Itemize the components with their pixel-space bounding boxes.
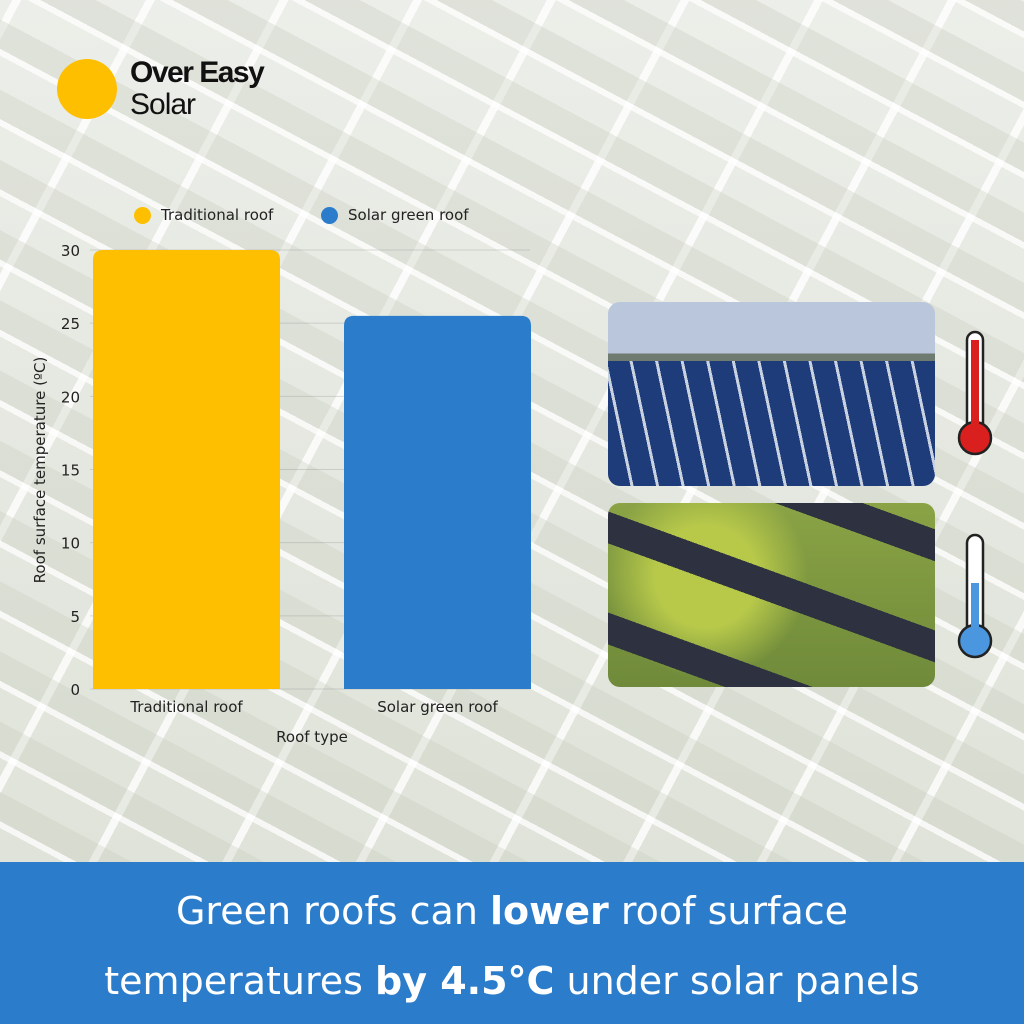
thermometer-cool-icon	[957, 533, 993, 659]
x-tick-label: Traditional roof	[129, 698, 243, 716]
y-tick-label: 5	[70, 608, 80, 626]
bar-traditional-roof	[93, 250, 280, 689]
logo-line1: Over Easy	[130, 56, 265, 89]
photo-solar-traditional-roof	[608, 302, 935, 486]
legend-label: Traditional roof	[161, 206, 274, 224]
y-axis-title: Roof surface temperature (ºC)	[31, 357, 49, 584]
x-tick-label: Solar green roof	[377, 698, 498, 716]
headline-line2: temperatures by 4.5°C under solar panels	[104, 959, 920, 1003]
headline-line1: Green roofs can lower roof surface	[175, 889, 849, 933]
legend-item-green: Solar green roof	[321, 206, 469, 224]
legend-swatch	[134, 206, 151, 224]
legend-label: Solar green roof	[348, 206, 469, 224]
y-tick-label: 15	[61, 462, 80, 480]
x-axis-title: Roof type	[276, 728, 348, 746]
photo-solar-green-roof	[608, 503, 935, 687]
y-tick-label: 10	[61, 535, 80, 553]
y-tick-label: 30	[61, 242, 80, 260]
y-tick-label: 25	[61, 315, 80, 333]
legend-swatch	[321, 206, 338, 224]
headline-banner: Green roofs can lower roof surface tempe…	[0, 862, 1024, 1024]
y-tick-label: 20	[61, 388, 80, 406]
logo-sun-icon	[57, 59, 117, 119]
bar-solar-green-roof	[344, 315, 531, 689]
logo-line2: Solar	[130, 88, 196, 121]
thermometer-hot-icon	[957, 330, 993, 456]
bar-chart: 0 5 10 15 20 25 30 Traditional roof Solar green …	[31, 242, 531, 746]
legend-item-traditional: Traditional roof	[134, 206, 273, 224]
y-tick-label: 0	[70, 681, 80, 699]
